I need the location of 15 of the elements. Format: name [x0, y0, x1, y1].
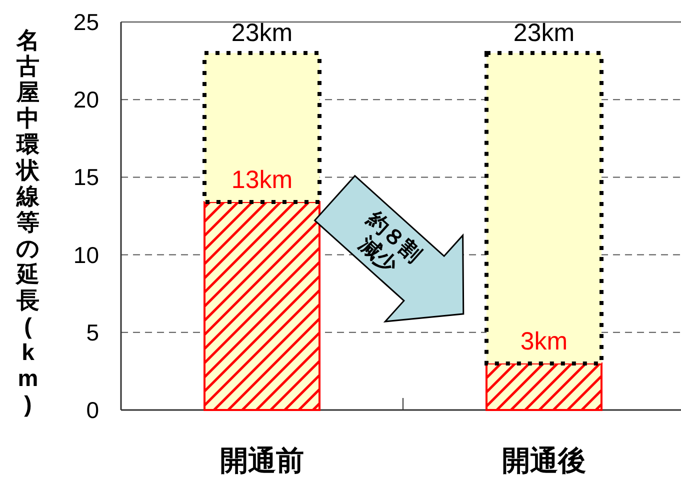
data-label: 13km — [231, 166, 293, 194]
total-label: 23km — [231, 19, 293, 48]
y-tick-label: 0 — [86, 397, 99, 423]
text: 名古屋中環状線等の延長(km) — [16, 27, 40, 417]
y-tick-label: 10 — [73, 242, 99, 268]
y-tick-label: 15 — [73, 164, 99, 190]
y-tick-label: 5 — [86, 319, 99, 346]
bar — [486, 362, 602, 411]
x-tick-label: 開通後 — [502, 445, 586, 476]
total-label: 23km — [513, 19, 575, 48]
data-label: 3km — [520, 327, 568, 356]
annotation: 約８割 減少 — [354, 206, 426, 278]
y-tick-label: 20 — [73, 86, 99, 113]
y-tick-label: 25 — [73, 9, 99, 35]
x-tick-label: 開通前 — [220, 445, 304, 476]
